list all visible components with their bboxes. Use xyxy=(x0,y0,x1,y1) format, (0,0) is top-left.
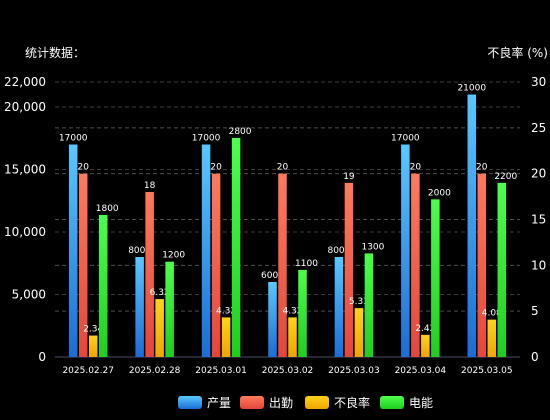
bar xyxy=(288,317,297,357)
bar xyxy=(78,173,88,357)
data-label: 20 xyxy=(410,163,422,173)
left-y-tick-label: 10,000 xyxy=(4,225,46,239)
bar xyxy=(298,269,307,357)
x-tick-label: 2025.03.02 xyxy=(262,366,314,376)
x-tick-label: 2025.03.04 xyxy=(395,366,447,376)
data-label: 6000 xyxy=(261,271,284,281)
data-label: 17000 xyxy=(59,134,88,144)
x-tick-label: 2025.03.05 xyxy=(461,366,513,376)
data-label: 20 xyxy=(77,163,89,173)
x-tick-label: 2025.02.27 xyxy=(62,366,114,376)
legend: 产量 出勤 不良率 电能 xyxy=(178,395,433,410)
data-label: 2000 xyxy=(428,188,451,198)
right-y-tick-label: 30 xyxy=(531,75,546,89)
left-y-tick-label: 15,000 xyxy=(4,163,46,177)
x-tick-label: 2025.03.03 xyxy=(328,366,380,376)
bar xyxy=(155,299,164,357)
left-y-tick-label: 5,000 xyxy=(12,288,46,302)
gridlines xyxy=(55,81,520,312)
data-label: 17000 xyxy=(192,134,221,144)
bar xyxy=(135,257,144,357)
bar xyxy=(411,173,420,357)
legend-swatch xyxy=(240,396,264,409)
left-y-axis: 0 5,000 10,000 15,000 20,000 22,000 xyxy=(4,75,46,364)
x-tick-label: 2025.03.01 xyxy=(195,366,247,376)
data-label: 19 xyxy=(343,172,355,182)
right-y-tick-label: 0 xyxy=(531,350,539,364)
legend-label: 出勤 xyxy=(269,396,293,410)
data-label: 2.34 xyxy=(83,325,103,335)
data-label: 1100 xyxy=(295,259,318,269)
data-label: 2.42 xyxy=(415,324,435,334)
left-axis-title: 统计数据： xyxy=(25,45,85,60)
data-label: 18 xyxy=(144,181,156,191)
left-y-tick-label: 0 xyxy=(38,350,46,364)
bar xyxy=(68,144,78,357)
bar xyxy=(88,335,98,357)
bar-series: 17000 8000 17000 6000 8000 17000 21000 20 18 20 20… xyxy=(59,84,518,357)
right-y-axis: 0 5 10 15 20 25 30 xyxy=(531,75,546,364)
data-label: 1800 xyxy=(96,204,119,214)
data-label: 20 xyxy=(476,163,488,173)
bar xyxy=(211,173,221,357)
legend-item[interactable]: 产量 xyxy=(178,396,231,410)
right-y-tick-label: 15 xyxy=(531,213,546,227)
bar xyxy=(477,173,487,357)
data-label: 8000 xyxy=(128,246,151,256)
data-label: 20 xyxy=(210,163,222,173)
legend-label: 产量 xyxy=(207,396,231,410)
right-y-tick-label: 10 xyxy=(531,258,546,272)
data-label: 1200 xyxy=(162,251,185,261)
bar xyxy=(431,199,440,357)
data-label: 2200 xyxy=(494,172,517,182)
bar xyxy=(145,192,154,357)
x-axis: 2025.02.27 2025.02.28 2025.03.01 2025.03.02… xyxy=(62,366,512,376)
data-label: 4.32 xyxy=(282,306,302,316)
data-label: 17000 xyxy=(391,134,420,144)
data-label: 5.33 xyxy=(349,297,369,307)
bar xyxy=(268,282,277,357)
bar xyxy=(354,308,364,357)
x-tick-label: 2025.02.28 xyxy=(129,366,181,376)
data-label: 6.32 xyxy=(150,288,170,298)
data-label: 8000 xyxy=(327,246,350,256)
bar xyxy=(231,137,241,357)
bar xyxy=(467,94,477,357)
legend-swatch xyxy=(380,396,404,409)
bar xyxy=(421,334,430,357)
bar xyxy=(165,261,174,357)
data-label: 20 xyxy=(277,163,289,173)
right-y-tick-label: 20 xyxy=(531,167,546,181)
data-label: 4.32 xyxy=(216,306,236,316)
legend-swatch xyxy=(305,396,329,409)
legend-label: 电能 xyxy=(409,396,433,410)
left-y-tick-label: 22,000 xyxy=(4,75,46,89)
bar xyxy=(278,173,287,357)
legend-item[interactable]: 不良率 xyxy=(305,395,370,410)
bar xyxy=(401,144,410,357)
bar xyxy=(221,317,231,357)
bar xyxy=(487,319,497,357)
data-label: 1300 xyxy=(361,242,384,252)
bar xyxy=(364,253,374,357)
bar xyxy=(98,214,108,357)
bar xyxy=(334,257,344,357)
data-label: 4.08 xyxy=(482,309,502,319)
left-y-tick-label: 20,000 xyxy=(4,100,46,114)
legend-label: 不良率 xyxy=(334,395,370,410)
bar xyxy=(201,144,211,357)
bar xyxy=(497,182,507,357)
right-axis-title: 不良率 (%) xyxy=(487,45,548,60)
right-y-tick-label: 5 xyxy=(531,304,539,318)
right-y-tick-label: 25 xyxy=(531,121,546,135)
legend-item[interactable]: 出勤 xyxy=(240,396,293,410)
data-label: 2800 xyxy=(229,127,252,137)
legend-swatch xyxy=(178,396,202,409)
legend-item[interactable]: 电能 xyxy=(380,396,433,410)
data-label: 21000 xyxy=(457,84,486,94)
bar xyxy=(344,182,354,357)
